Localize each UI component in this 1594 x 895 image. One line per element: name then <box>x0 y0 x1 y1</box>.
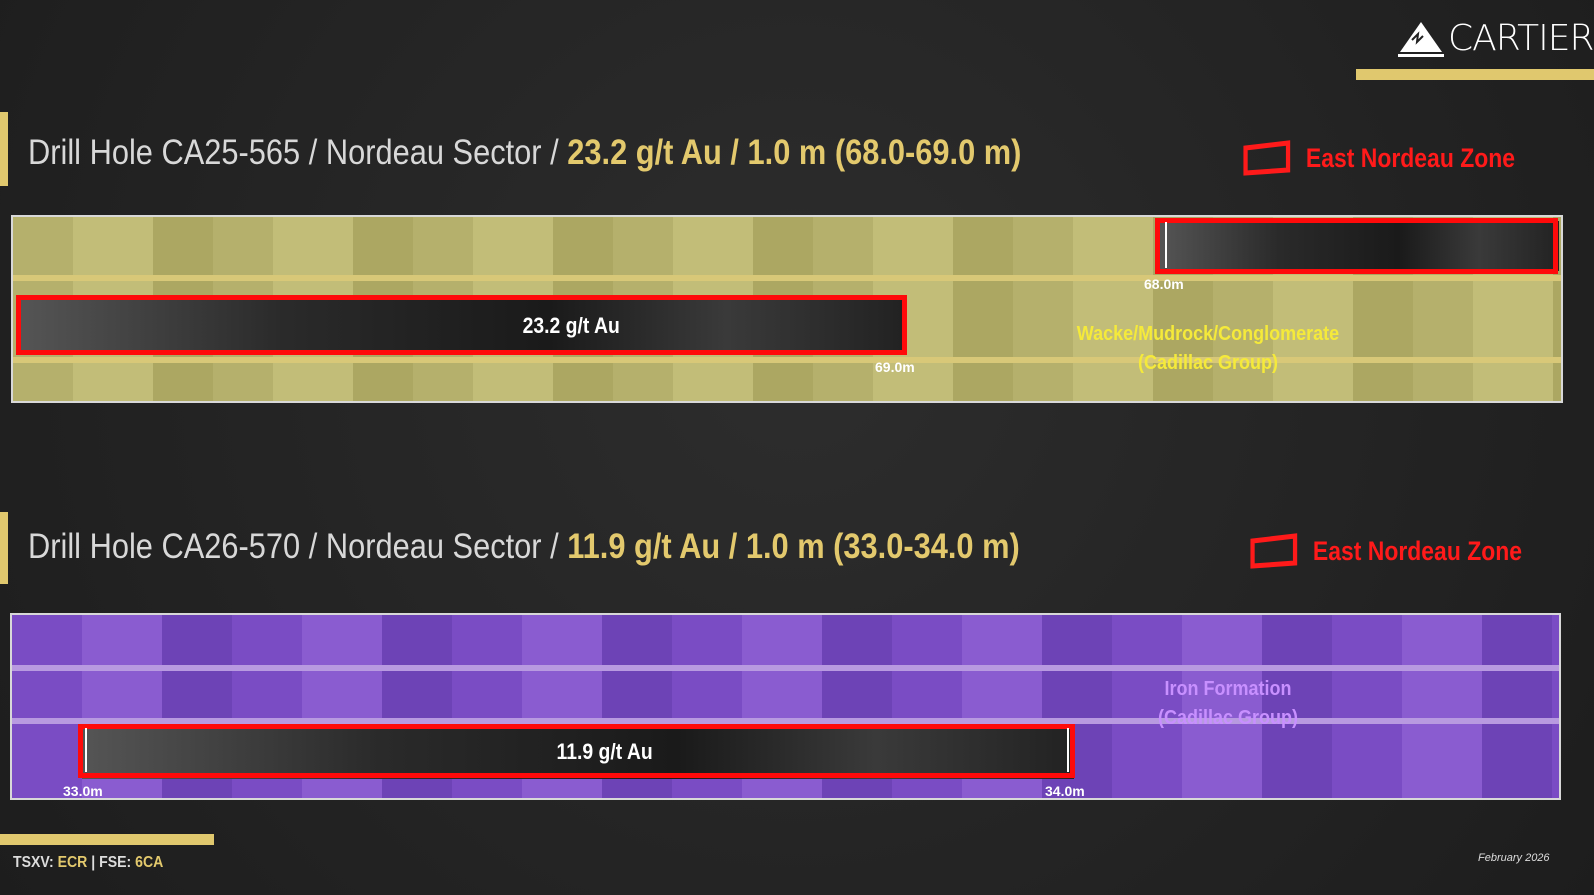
depth-start-label: 68.0m <box>1144 276 1184 292</box>
rock-type-label: Wacke/Mudrock/Conglomerate (Cadillac Grou… <box>1076 323 1340 374</box>
interval-marker <box>1067 728 1069 772</box>
hole-2-zone-legend: East Nordeau Zone <box>1250 533 1522 569</box>
hole-1-title: Drill Hole CA25-565 / Nordeau Sector / 2… <box>28 133 1022 172</box>
interval-marker <box>85 728 87 772</box>
core-tray-divider <box>12 718 1559 724</box>
depth-end-label: 69.0m <box>875 359 915 375</box>
depth-end-label: 34.0m <box>1045 783 1085 799</box>
presentation-date: February 2026 <box>1478 852 1550 864</box>
core-tray-divider <box>13 357 1561 363</box>
zone-outline-icon <box>1243 140 1291 176</box>
hole-2-core-photo <box>10 613 1561 800</box>
footer-accent-bar <box>0 834 214 845</box>
mineralized-core-segment <box>82 729 1074 779</box>
interval-marker <box>1165 222 1167 268</box>
mineralized-core-segment <box>1159 221 1559 271</box>
depth-start-label: 33.0m <box>63 783 103 799</box>
hole-1-zone-legend: East Nordeau Zone <box>1243 140 1515 176</box>
title-accent-bar <box>0 112 8 186</box>
interval-grade-label: 23.2 g/t Au <box>522 313 620 338</box>
ticker-info: TSXV: ECR | FSE: 6CA <box>13 854 164 871</box>
rock-type-label: Iron Formation (Cadillac Group) <box>1157 678 1299 729</box>
interval-highlight-box <box>78 724 1075 778</box>
cartier-logo: CARTIER <box>1398 18 1594 59</box>
interval-highlight-box <box>1155 218 1558 274</box>
hole-2-title: Drill Hole CA26-570 / Nordeau Sector / 1… <box>28 527 1020 566</box>
zone-outline-icon <box>1250 533 1298 569</box>
core-tray-divider <box>13 275 1561 281</box>
mountain-icon <box>1398 21 1444 57</box>
interval-grade-label: 11.9 g/t Au <box>556 739 653 764</box>
interval-highlight-box <box>16 295 907 355</box>
core-tray-divider <box>12 665 1559 671</box>
mineralized-core-segment <box>19 299 903 353</box>
title-accent-bar <box>0 512 8 584</box>
hole-1-core-photo <box>11 215 1563 403</box>
header-accent-bar <box>1356 69 1594 80</box>
